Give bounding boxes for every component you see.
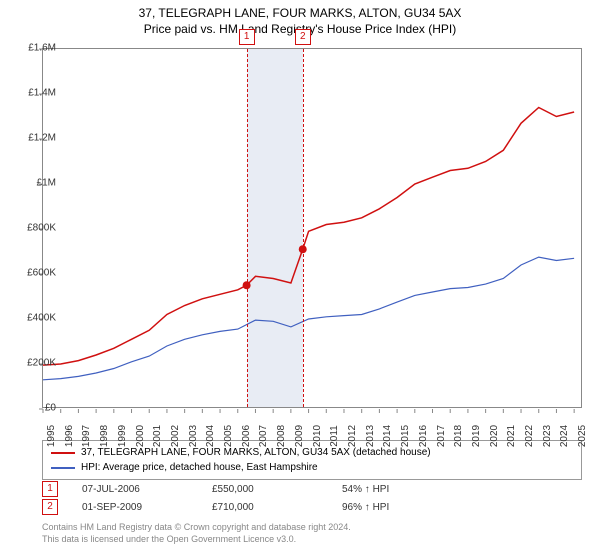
sales-pct-2: 96% ↑ HPI — [342, 502, 462, 513]
x-tick-label: 1997 — [81, 425, 92, 447]
y-tick-label: £0 — [16, 403, 56, 414]
legend-row-property: 37, TELEGRAPH LANE, FOUR MARKS, ALTON, G… — [51, 445, 573, 460]
sales-badge-2: 2 — [42, 499, 58, 515]
x-tick-label: 2012 — [347, 425, 358, 447]
sale-marker-line — [247, 49, 248, 407]
x-tick-label: 2010 — [312, 425, 323, 447]
x-tick-label: 2019 — [471, 425, 482, 447]
sales-price-1: £550,000 — [212, 484, 342, 495]
footer-attribution: Contains HM Land Registry data © Crown c… — [42, 522, 582, 545]
x-tick-label: 1999 — [117, 425, 128, 447]
sales-row-2: 2 01-SEP-2009 £710,000 96% ↑ HPI — [42, 498, 582, 516]
y-tick-label: £800K — [16, 223, 56, 234]
footer-line-2: This data is licensed under the Open Gov… — [42, 534, 582, 546]
x-tick-label: 2006 — [241, 425, 252, 447]
y-tick-label: £1.2M — [16, 133, 56, 144]
x-tick-label: 1996 — [64, 425, 75, 447]
y-tick-label: £600K — [16, 268, 56, 279]
x-tick-label: 2013 — [365, 425, 376, 447]
x-tick-label: 2021 — [506, 425, 517, 447]
y-tick-label: £200K — [16, 358, 56, 369]
y-tick-label: £1.4M — [16, 88, 56, 99]
footer-line-1: Contains HM Land Registry data © Crown c… — [42, 522, 582, 534]
x-tick-label: 2025 — [577, 425, 588, 447]
sales-price-2: £710,000 — [212, 502, 342, 513]
x-tick-label: 2007 — [258, 425, 269, 447]
sales-row-1: 1 07-JUL-2006 £550,000 54% ↑ HPI — [42, 480, 582, 498]
sales-badge-1: 1 — [42, 481, 58, 497]
chart-plot-area: 12 — [42, 48, 582, 408]
sales-date-1: 07-JUL-2006 — [82, 484, 212, 495]
x-tick-label: 2014 — [382, 425, 393, 447]
x-tick-label: 2003 — [188, 425, 199, 447]
series-line-property — [43, 108, 574, 366]
x-tick-label: 1995 — [46, 425, 57, 447]
x-tick-label: 2022 — [524, 425, 535, 447]
x-tick-label: 2005 — [223, 425, 234, 447]
series-line-hpi — [43, 257, 574, 380]
x-tick-label: 2009 — [294, 425, 305, 447]
sale-marker-line — [303, 49, 304, 407]
x-tick-label: 2023 — [542, 425, 553, 447]
x-tick-label: 2008 — [276, 425, 287, 447]
x-tick-label: 2000 — [135, 425, 146, 447]
sale-marker-badge: 1 — [239, 29, 255, 45]
x-tick-label: 2001 — [152, 425, 163, 447]
sales-date-2: 01-SEP-2009 — [82, 502, 212, 513]
x-tick-label: 2016 — [418, 425, 429, 447]
y-tick-label: £1M — [16, 178, 56, 189]
sale-marker-badge: 2 — [295, 29, 311, 45]
chart-svg — [43, 49, 581, 407]
x-tick-label: 2018 — [453, 425, 464, 447]
legend-label-property: 37, TELEGRAPH LANE, FOUR MARKS, ALTON, G… — [81, 445, 431, 460]
legend-label-hpi: HPI: Average price, detached house, East… — [81, 460, 318, 475]
sales-table: 1 07-JUL-2006 £550,000 54% ↑ HPI 2 01-SE… — [42, 480, 582, 516]
legend-swatch-hpi — [51, 467, 75, 469]
x-tick-label: 2020 — [489, 425, 500, 447]
x-tick-label: 2024 — [559, 425, 570, 447]
y-tick-label: £400K — [16, 313, 56, 324]
x-tick-label: 1998 — [99, 425, 110, 447]
legend-swatch-property — [51, 452, 75, 454]
x-tick-label: 2004 — [205, 425, 216, 447]
x-tick-label: 2015 — [400, 425, 411, 447]
x-tick-label: 2017 — [436, 425, 447, 447]
x-tick-label: 2002 — [170, 425, 181, 447]
x-tick-label: 2011 — [329, 425, 340, 447]
sales-pct-1: 54% ↑ HPI — [342, 484, 462, 495]
y-tick-label: £1.6M — [16, 43, 56, 54]
chart-title-main: 37, TELEGRAPH LANE, FOUR MARKS, ALTON, G… — [0, 6, 600, 22]
legend-row-hpi: HPI: Average price, detached house, East… — [51, 460, 573, 475]
